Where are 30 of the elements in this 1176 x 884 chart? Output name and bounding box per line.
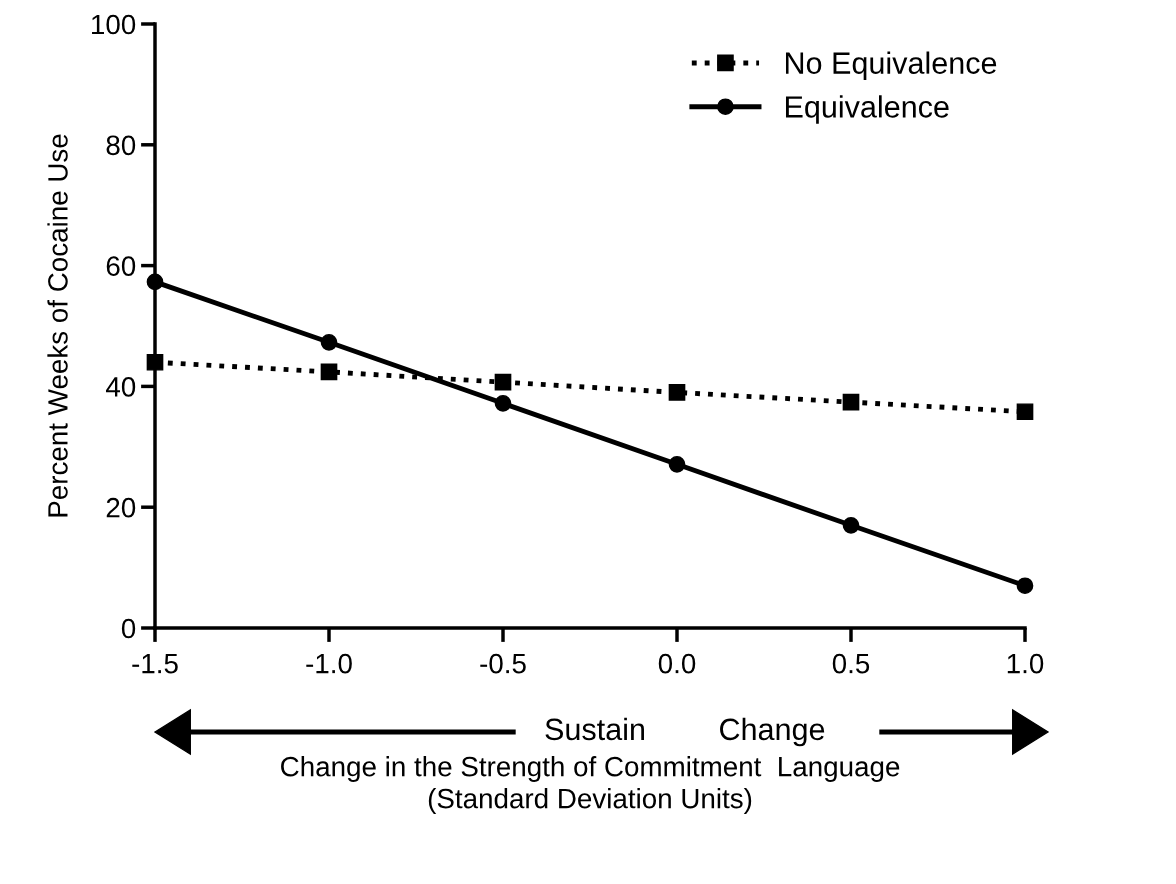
- point: [842, 393, 860, 411]
- x-tick-label: -0.5: [480, 653, 526, 674]
- y-tick-label: 60: [106, 256, 136, 276]
- point: [842, 516, 860, 534]
- y-tick-label: 80: [106, 135, 136, 156]
- x-tick-label: 1.0: [1007, 653, 1044, 674]
- point: [146, 353, 164, 371]
- x-tick-label: 0.0: [658, 653, 696, 674]
- point: [494, 394, 512, 412]
- point: [320, 333, 338, 351]
- y-tick-label: 20: [106, 497, 136, 518]
- y-tick-label: 100: [92, 14, 136, 35]
- y-tick-label: 40: [105, 377, 136, 397]
- point: [320, 363, 338, 381]
- point: [1016, 577, 1034, 595]
- point: [668, 384, 686, 401]
- text: Change: [720, 717, 825, 747]
- point: [668, 455, 686, 473]
- point: [146, 273, 164, 291]
- point: [494, 373, 512, 391]
- legend-label: Equivalence: [785, 95, 949, 124]
- point: [1016, 403, 1034, 421]
- y-axis-title: Percent Weeks of Cocaine Use: [47, 134, 68, 517]
- x-tick-label: -1.0: [306, 653, 352, 674]
- text: Sustain: [545, 717, 644, 741]
- x-axis-title: Change in the Strength of Commitment Language (Standard Deviation Units): [281, 756, 900, 814]
- legend-label: No Equivalence: [785, 51, 997, 80]
- x-tick-label: 0.5: [832, 653, 870, 674]
- x-tick-label: -1.5: [132, 654, 178, 674]
- y-tick-label: 0: [121, 618, 136, 639]
